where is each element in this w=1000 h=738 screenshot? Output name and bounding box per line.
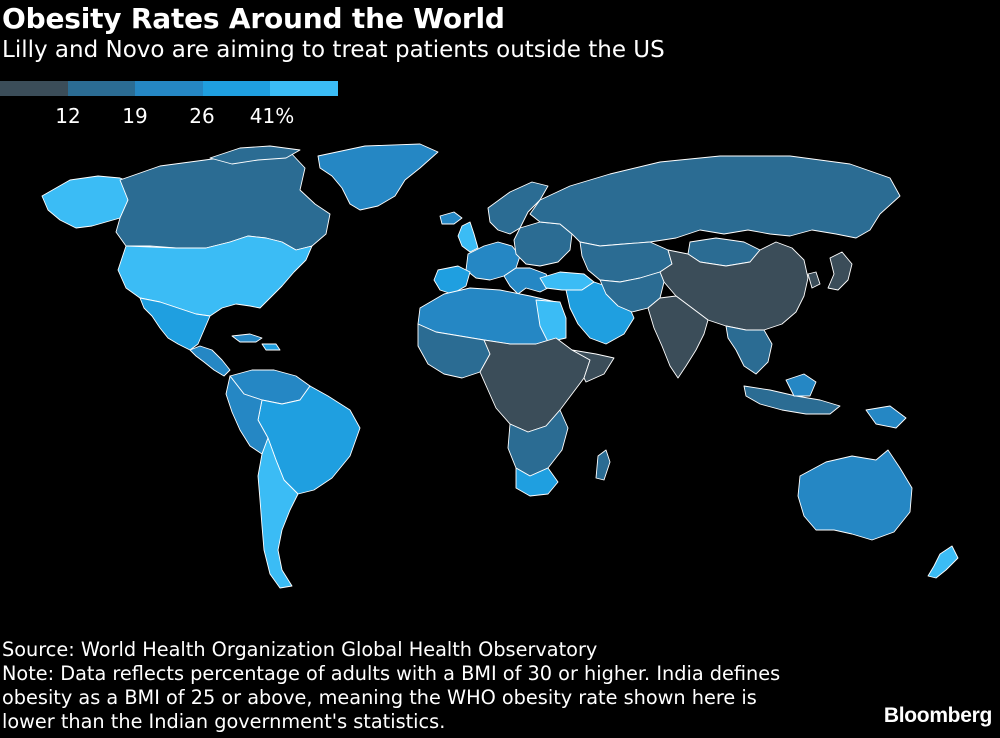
region-caribbean <box>231 333 263 343</box>
legend-swatch-4 <box>202 81 271 96</box>
legend-label-12: 12 <box>55 104 81 128</box>
legend-label-26: 26 <box>189 104 215 128</box>
region-uk <box>457 221 479 253</box>
world-choropleth-map <box>41 143 959 589</box>
region-canada <box>115 151 331 251</box>
bloomberg-logo: Bloomberg <box>883 704 992 727</box>
source-note: Source: World Health Organization Global… <box>2 638 598 661</box>
chart-title: Obesity Rates Around the World <box>2 2 505 35</box>
region-argentina-chile <box>257 437 299 589</box>
region-se-asia <box>725 325 773 375</box>
region-egypt <box>535 299 567 343</box>
legend-color-scale <box>0 81 338 96</box>
legend-swatch-2 <box>67 81 136 96</box>
region-australia <box>797 449 913 541</box>
region-iceland <box>439 211 463 225</box>
color-legend: 12 19 26 41% <box>0 81 340 131</box>
region-iberia <box>433 265 471 295</box>
region-caribbean-2 <box>261 343 281 351</box>
region-central-america <box>189 345 231 377</box>
region-e-europe <box>513 221 573 267</box>
region-indonesia <box>743 385 841 415</box>
legend-label-19: 19 <box>122 104 148 128</box>
region-south-africa <box>515 467 559 497</box>
methodology-note: Note: Data reflects percentage of adults… <box>2 662 781 733</box>
region-horn <box>571 349 615 383</box>
chart-footer: Source: World Health Organization Global… <box>2 638 802 734</box>
legend-swatch-3 <box>135 81 203 96</box>
region-mexico <box>139 297 211 351</box>
legend-swatch-5 <box>270 81 338 96</box>
legend-swatch-1 <box>0 81 68 96</box>
region-png <box>865 405 907 429</box>
region-japan <box>827 251 853 291</box>
region-s-africa <box>507 409 569 477</box>
region-madagascar <box>595 449 611 481</box>
region-korea <box>807 271 821 289</box>
region-russia <box>529 155 901 247</box>
chart-subtitle: Lilly and Novo are aiming to treat patie… <box>2 37 665 63</box>
region-arctic-islands <box>209 145 301 165</box>
region-italy-balkans <box>503 267 553 295</box>
region-c-africa <box>479 337 591 433</box>
region-new-zealand <box>927 545 959 579</box>
region-china <box>659 241 809 331</box>
legend-label-41: 41% <box>249 104 295 128</box>
region-india <box>647 295 709 379</box>
region-borneo <box>785 373 817 397</box>
region-greenland <box>317 143 439 211</box>
region-scandinavia <box>487 181 549 235</box>
